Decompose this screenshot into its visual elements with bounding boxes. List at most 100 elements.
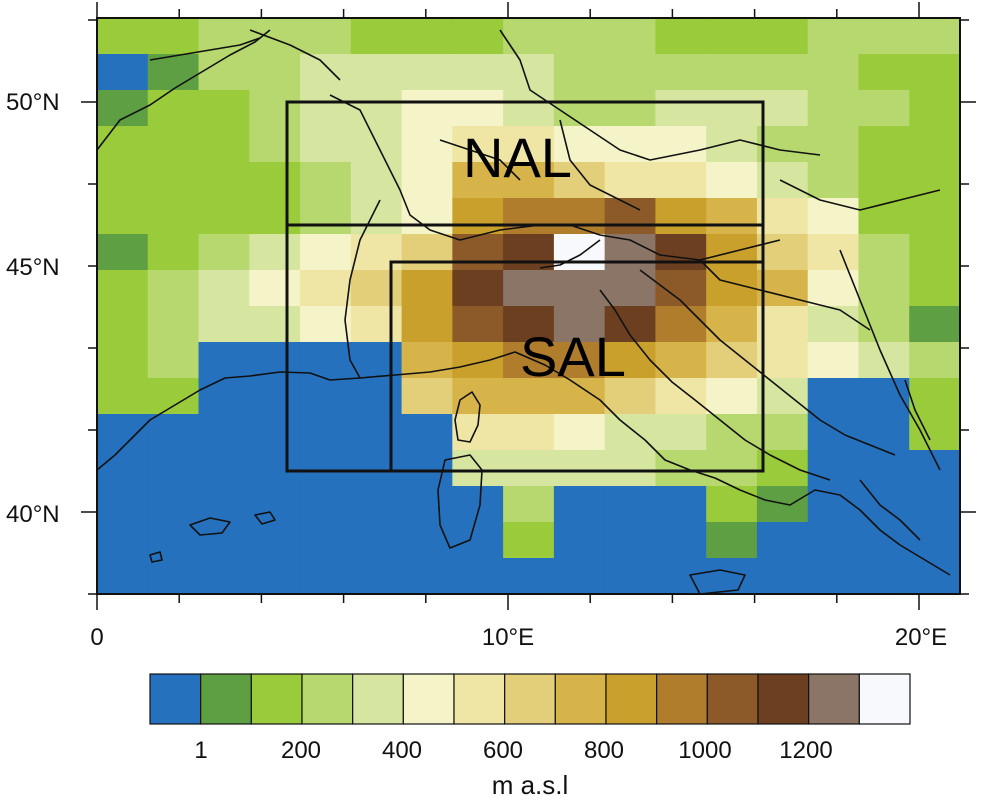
elevation-cell [300,486,352,523]
elevation-cell [452,270,504,307]
elevation-cell [300,414,352,451]
elevation-cell [807,162,860,199]
elevation-cell [706,162,758,199]
elevation-cell [97,522,149,559]
elevation-cell [706,414,758,451]
elevation-cell [300,558,352,594]
elevation-cell [147,342,200,379]
elevation-cell [909,270,960,307]
elevation-cell [452,342,504,379]
elevation-cell [553,486,606,523]
elevation-cell [452,90,504,127]
colorbar-swatch [250,673,303,725]
elevation-cell [147,90,200,127]
elevation-cell [198,486,250,523]
colorbar-swatch [149,673,202,725]
elevation-cell [909,378,960,415]
elevation-cell [350,414,403,451]
elevation-cell [198,90,250,127]
elevation-cell [706,378,758,415]
colorbar-swatch [858,673,911,725]
elevation-cell [604,90,657,127]
elevation-cell [756,162,809,199]
elevation-cell [97,558,149,594]
colorbar-unit-label: m a.s.l [492,770,569,800]
elevation-cell [300,306,352,343]
elevation-cell [858,522,910,559]
elevation-cell [97,162,149,199]
elevation-cell [97,18,149,55]
elevation-cell [807,54,860,91]
elevation-cell [553,342,606,379]
elevation-cell [553,306,606,343]
elevation-cell [97,378,149,415]
elevation-cell [553,414,606,451]
elevation-cell [909,450,960,487]
elevation-cell [452,486,504,523]
elevation-cell [452,306,504,343]
colorbar-swatch [706,673,759,725]
elevation-cell [909,18,960,55]
elevation-cell [350,162,403,199]
elevation-cell [401,90,453,127]
elevation-cell [401,522,453,559]
colorbar-swatch [757,673,810,725]
elevation-cell [655,198,707,235]
elevation-cell [807,522,860,559]
elevation-cell [553,18,606,55]
elevation-cell [807,342,860,379]
lon-tick-label-20e: 20°E [895,624,947,651]
elevation-cell [807,90,860,127]
elevation-cell [300,54,352,91]
elevation-cell [909,234,960,271]
elevation-cell [553,378,606,415]
colorbar-swatch [352,673,404,725]
elevation-cell [706,18,758,55]
elevation-cell [503,558,555,594]
elevation-cell [249,126,301,163]
elevation-cell [909,54,960,91]
elevation-cell [147,162,200,199]
elevation-cell [858,234,910,271]
elevation-cell [147,18,200,55]
elevation-cell [198,198,250,235]
elevation-cell [249,450,301,487]
elevation-cell [706,486,758,523]
elevation-cell [249,198,301,235]
elevation-grid [97,18,960,594]
elevation-cell [300,270,352,307]
elevation-cell [249,558,301,594]
map-frame [96,17,961,595]
elevation-cell [706,522,758,559]
elevation-cell [909,90,960,127]
colorbar-tick-label-400: 400 [382,737,422,764]
elevation-cell [350,378,403,415]
elevation-cell [706,90,758,127]
elevation-cell [604,198,657,235]
elevation-cell [756,270,809,307]
region-boxes [285,100,765,473]
elevation-cell [198,126,250,163]
elevation-cell [858,414,910,451]
colorbar-tick-label-200: 200 [281,737,321,764]
elevation-cell [147,558,200,594]
elevation-cell [198,558,250,594]
elevation-cell [198,234,250,271]
elevation-cell [655,90,707,127]
elevation-cell [655,234,707,271]
elevation-cell [452,378,504,415]
elevation-cell [807,378,860,415]
elevation-cell [706,342,758,379]
elevation-cell [756,306,809,343]
elevation-cell [350,18,403,55]
elevation-cell [909,306,960,343]
nal-label: NAL [463,126,572,189]
elevation-cell [401,270,453,307]
elevation-cell [300,18,352,55]
elevation-cell [807,306,860,343]
elevation-cell [503,162,555,199]
elevation-cell [858,270,910,307]
elevation-cell [401,558,453,594]
elevation-cell [706,306,758,343]
